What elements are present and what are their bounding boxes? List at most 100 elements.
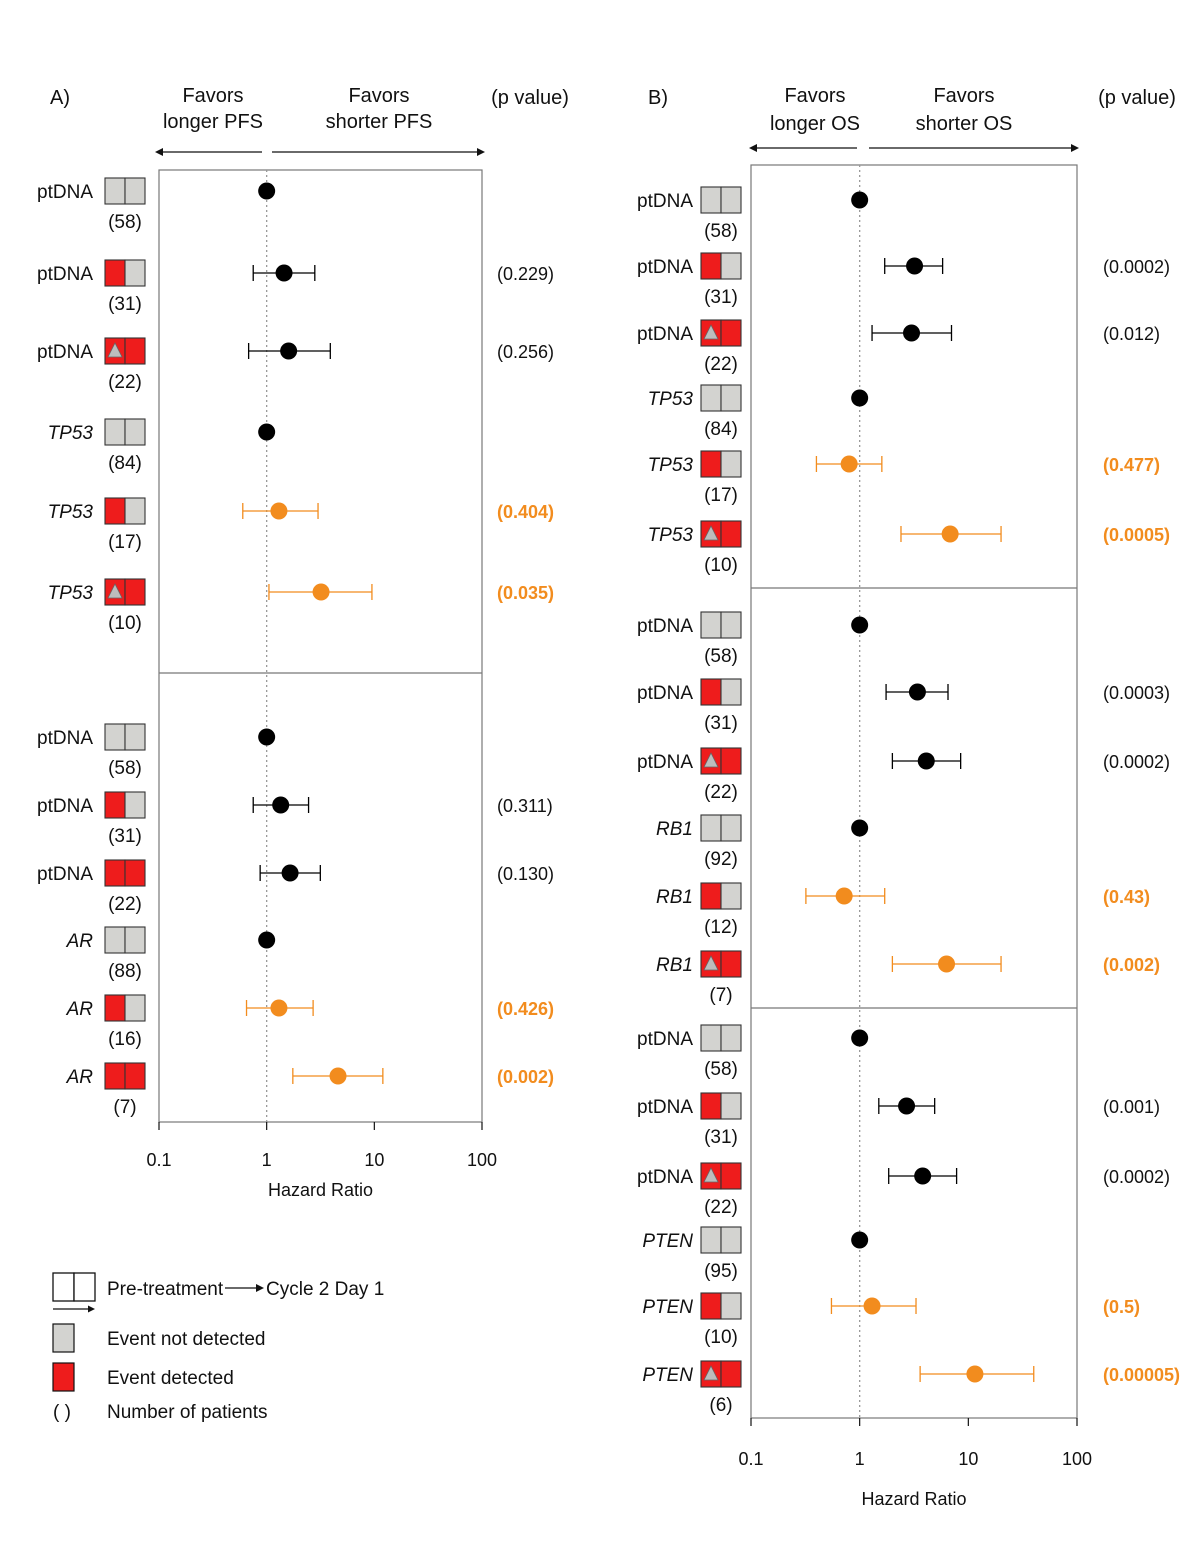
x-tick-label: 100 — [1062, 1449, 1092, 1469]
forest-row: PTEN (10) (0.5) — [642, 1292, 1140, 1348]
patient-count: (31) — [108, 294, 142, 315]
patient-count: (17) — [108, 532, 142, 553]
row-label: PTEN — [642, 1231, 693, 1252]
forest-row: TP53 (84) — [648, 384, 869, 440]
status-square — [124, 926, 146, 954]
row-label: AR — [66, 999, 94, 1020]
forest-row: AR (7) (0.002) — [66, 1062, 554, 1118]
status-square — [104, 859, 126, 887]
hazard-ratio-point — [966, 1365, 984, 1383]
row-label: ptDNA — [637, 683, 693, 704]
p-value: (0.0002) — [1103, 257, 1170, 277]
status-square — [104, 259, 126, 287]
x-tick-label: 1 — [855, 1449, 865, 1469]
status-square — [720, 882, 742, 910]
patient-count: (88) — [108, 961, 142, 982]
status-square — [720, 252, 742, 280]
forest-row: ptDNA (58) — [37, 723, 276, 779]
hazard-ratio-point — [906, 257, 924, 275]
row-label: ptDNA — [637, 324, 693, 345]
hazard-ratio-point — [898, 1097, 916, 1115]
hazard-ratio-point — [270, 999, 288, 1017]
row-label: TP53 — [48, 502, 94, 523]
status-square — [700, 1226, 722, 1254]
p-value: (0.256) — [497, 342, 554, 362]
legend-underline-arrowhead-icon — [88, 1305, 95, 1313]
hazard-ratio-point — [272, 796, 290, 814]
patient-count: (22) — [704, 1197, 738, 1218]
hazard-ratio-point — [329, 1067, 347, 1085]
legend: Pre-treatment Cycle 2 Day 1 Event not de… — [52, 1272, 384, 1423]
patient-count: (84) — [704, 419, 738, 440]
hazard-ratio-point — [275, 264, 293, 282]
status-square — [720, 1162, 742, 1190]
legend-transition-box-left — [52, 1272, 75, 1302]
row-label: AR — [66, 1067, 94, 1088]
triangle-icon — [703, 752, 719, 768]
forest-row: ptDNA (31) (0.229) — [37, 259, 554, 315]
patient-count: (22) — [108, 894, 142, 915]
status-square — [104, 177, 126, 205]
hazard-ratio-point — [941, 525, 959, 543]
patient-count: (58) — [108, 212, 142, 233]
hazard-ratio-point — [851, 1231, 869, 1249]
patient-count: (31) — [704, 1127, 738, 1148]
hazard-ratio-point — [258, 423, 276, 441]
status-square — [720, 186, 742, 214]
p-value: (0.130) — [497, 864, 554, 884]
forest-row: ptDNA (58) — [637, 186, 869, 242]
p-value: (0.0002) — [1103, 1167, 1170, 1187]
status-square — [104, 994, 126, 1022]
left-arrowhead-icon — [155, 148, 163, 156]
forest-row: TP53 (17) (0.477) — [648, 450, 1160, 506]
patient-count: (10) — [108, 613, 142, 634]
patient-count: (17) — [704, 485, 738, 506]
status-square — [720, 1292, 742, 1320]
legend-not-detected-swatch — [52, 1323, 75, 1353]
patient-count: (7) — [709, 985, 732, 1006]
patient-count: (92) — [704, 849, 738, 870]
hazard-ratio-point — [835, 887, 853, 905]
patient-count: (7) — [113, 1097, 136, 1118]
legend-count-label: Number of patients — [107, 1402, 268, 1423]
triangle-icon — [703, 1365, 719, 1381]
x-tick-label: 1 — [262, 1150, 272, 1170]
right-header-line1: Favors — [348, 85, 409, 107]
right-arrowhead-icon — [477, 148, 485, 156]
hazard-ratio-point — [863, 1297, 881, 1315]
patient-count: (95) — [704, 1261, 738, 1282]
hazard-ratio-point — [840, 455, 858, 473]
row-label: ptDNA — [637, 616, 693, 637]
forest-row: TP53 (10) (0.035) — [48, 578, 554, 634]
status-square — [124, 994, 146, 1022]
hazard-ratio-point — [903, 324, 921, 342]
row-label: TP53 — [48, 583, 94, 604]
status-square — [720, 1024, 742, 1052]
x-tick-label: 100 — [467, 1150, 497, 1170]
p-value: (0.001) — [1103, 1097, 1160, 1117]
p-value: (0.035) — [497, 583, 554, 603]
x-tick-label: 10 — [364, 1150, 384, 1170]
hazard-ratio-point — [851, 191, 869, 209]
row-label: RB1 — [656, 955, 693, 976]
row-label: ptDNA — [637, 1167, 693, 1188]
forest-row: ptDNA (22) (0.256) — [37, 337, 554, 393]
p-value: (0.43) — [1103, 887, 1150, 907]
p-value: (0.0002) — [1103, 752, 1170, 772]
status-square — [104, 791, 126, 819]
pvalue-header: (p value) — [491, 87, 569, 109]
row-label: PTEN — [642, 1365, 693, 1386]
legend-count-symbol: ( ) — [53, 1402, 71, 1423]
patient-count: (31) — [704, 713, 738, 734]
hazard-ratio-point — [851, 389, 869, 407]
panel-label: B) — [648, 87, 668, 109]
x-tick-label: 0.1 — [738, 1449, 763, 1469]
forest-row: RB1 (12) (0.43) — [656, 882, 1150, 938]
left-header-line2: longer OS — [770, 113, 860, 135]
forest-row: ptDNA (58) — [637, 1024, 869, 1080]
legend-transition-box-right — [73, 1272, 96, 1302]
forest-row: ptDNA (22) (0.0002) — [637, 1162, 1170, 1218]
hazard-ratio-point — [938, 955, 956, 973]
hazard-ratio-point — [312, 583, 330, 601]
status-square — [700, 384, 722, 412]
